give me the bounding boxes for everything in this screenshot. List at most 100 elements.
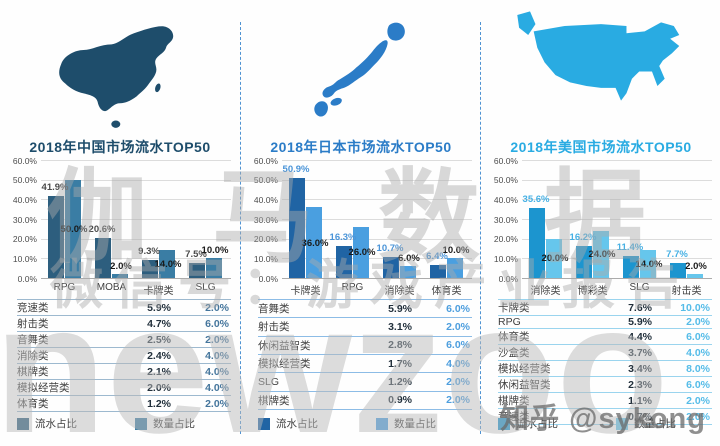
quantity-share-bar [593,230,609,278]
panel-japan-market: 2018年日本市场流水TOP50 0.0% 10.0% 20.0% 30.0% 40.0… [241,0,481,446]
flow-share-value-label: 50.9% [282,163,310,175]
table-row: 休闲益智类 2.8% 6.0% [258,337,472,355]
flow-swatch-icon [498,417,510,430]
flow-share-bar [336,245,352,278]
china-map-icon [59,26,174,128]
y-axis-tick-label: 20.0% [12,234,37,245]
gridline [282,199,472,201]
quantity-share-cell: 2.0% [205,397,229,410]
category-cell: 棋牌类 [17,366,49,378]
japan-map-icon [314,22,405,117]
quantity-share-cell: 2.0% [446,320,470,333]
flow-share-value-label: 35.6% [522,194,550,205]
table-row: SLG 1.2% 2.0% [258,373,472,392]
bar-group-MOBA: 20.6% 2.0% [88,160,135,278]
quantity-share-cell: 6.0% [446,302,470,315]
gridline [41,219,231,220]
table-row: 卡牌类 7.6% 10.0% [498,300,712,316]
category-cell: 音舞类 [258,303,290,316]
quantity-share-value-label: 14.0% [154,259,182,271]
quantity-share-cell: 4.0% [205,381,229,394]
legend-label-flow: 流水占比 [276,418,318,430]
japan-category-table: 音舞类 5.9% 6.0% 射击类 3.1% 2.0% 休闲益智类 2.8% 6.0% 模拟经营类… [258,299,472,410]
china-map [0,0,240,136]
table-row: 射击类 4.7% 6.0% [17,316,231,332]
x-axis-category-label: SLG [629,282,650,293]
flow-share-value-label: 20.6% [88,223,116,235]
bar-group-RPG: 41.9% 50.0% [41,160,88,278]
bar-group-SLG: 7.5% 10.0% [182,160,229,278]
gridline [522,238,712,240]
gridline [282,258,472,260]
quantity-share-value-label: 24.0% [588,249,616,261]
table-row: 音舞类 5.9% 6.0% [258,300,472,319]
y-axis-tick-label: 20.0% [253,234,278,245]
category-cell: 体育类 [498,331,530,343]
quantity-share-bar [65,179,81,278]
y-axis-tick-label: 60.0% [493,155,518,166]
flow-share-value-label: 41.9% [41,181,69,193]
quantity-share-bar [447,258,463,278]
y-axis-tick-label: 60.0% [253,155,278,166]
legend-label-flow: 流水占比 [35,418,77,430]
quantity-share-cell: 2.0% [686,410,710,423]
flow-share-cell: 1.2% [147,397,171,410]
x-axis-category-label: MOBA [96,282,127,293]
quantity-share-bar [546,238,562,278]
flow-share-value-label: 16.3% [329,231,357,243]
flow-share-cell: 1.2% [388,375,412,388]
japan-legend: 流水占比 数量占比 [258,416,475,431]
y-axis-tick-label: 30.0% [493,214,518,225]
y-axis-tick-label: 0.0% [498,273,518,284]
x-axis-category-label: 卡牌类 [290,286,321,297]
flow-share-cell: 3.1% [388,320,412,333]
flow-share-bar [289,177,305,278]
gridline [282,278,472,279]
quantity-share-cell: 2.0% [446,394,470,407]
panel-title: 2018年日本市场流水TOP50 [270,139,452,155]
flow-share-cell: 7.6% [628,301,652,314]
quantity-share-value-label: 10.0% [201,245,229,257]
x-axis-category-label: 消除类 [384,286,415,297]
table-row: 棋牌类 1.1% 2.0% [498,393,712,409]
table-row: 模拟经营类 3.4% 8.0% [498,361,712,377]
flow-share-cell: 2.4% [147,349,171,362]
quantity-share-bar [206,258,222,278]
flow-swatch-icon [17,417,29,430]
quantity-share-value-label: 20.0% [541,253,569,265]
y-axis-tick-label: 10.0% [12,253,37,264]
category-cell: 沙盒类 [498,347,530,359]
china-legend: 流水占比 数量占比 [17,416,234,431]
table-row: 竞速类 5.9% 2.0% [17,300,231,316]
gridline [282,219,472,220]
flow-share-cell: 2.1% [147,365,171,378]
panel-divider [480,22,481,434]
gridline [522,160,712,161]
flow-share-cell: 5.9% [388,302,412,315]
category-cell: 模拟经营类 [258,358,311,371]
quantity-share-value-label: 2.0% [685,261,707,273]
flow-share-cell: 2.0% [147,381,171,394]
flow-share-cell: 2.3% [628,378,652,391]
panel-title: 2018年中国市场流水TOP50 [29,139,211,155]
quantity-share-cell: 2.0% [205,333,229,346]
flow-share-bar [189,263,205,278]
bar-group-体育类: 6.4% 10.0% [423,160,470,278]
flow-share-cell: 5.9% [147,301,171,314]
japan-map [241,0,481,136]
flow-share-bar [430,265,446,278]
flow-share-value-label: 7.5% [185,249,207,261]
flow-share-value-label: 11.4% [616,241,644,253]
flow-share-cell: 4.4% [628,330,652,343]
quantity-share-bar [306,207,322,278]
quantity-share-bar [112,274,128,278]
y-axis-tick-label: 40.0% [12,194,37,205]
category-cell: 射击类 [17,318,49,330]
y-axis-tick-label: 50.0% [253,175,278,186]
quantity-share-value-label: 50.0% [60,223,88,235]
flow-share-cell: 4.7% [147,317,171,330]
bar-group-博彩类: 16.2% 24.0% [569,160,616,278]
flow-share-cell: 3.4% [628,362,652,375]
table-row: 射击类 3.1% 2.0% [258,318,472,337]
gridline [41,179,231,181]
